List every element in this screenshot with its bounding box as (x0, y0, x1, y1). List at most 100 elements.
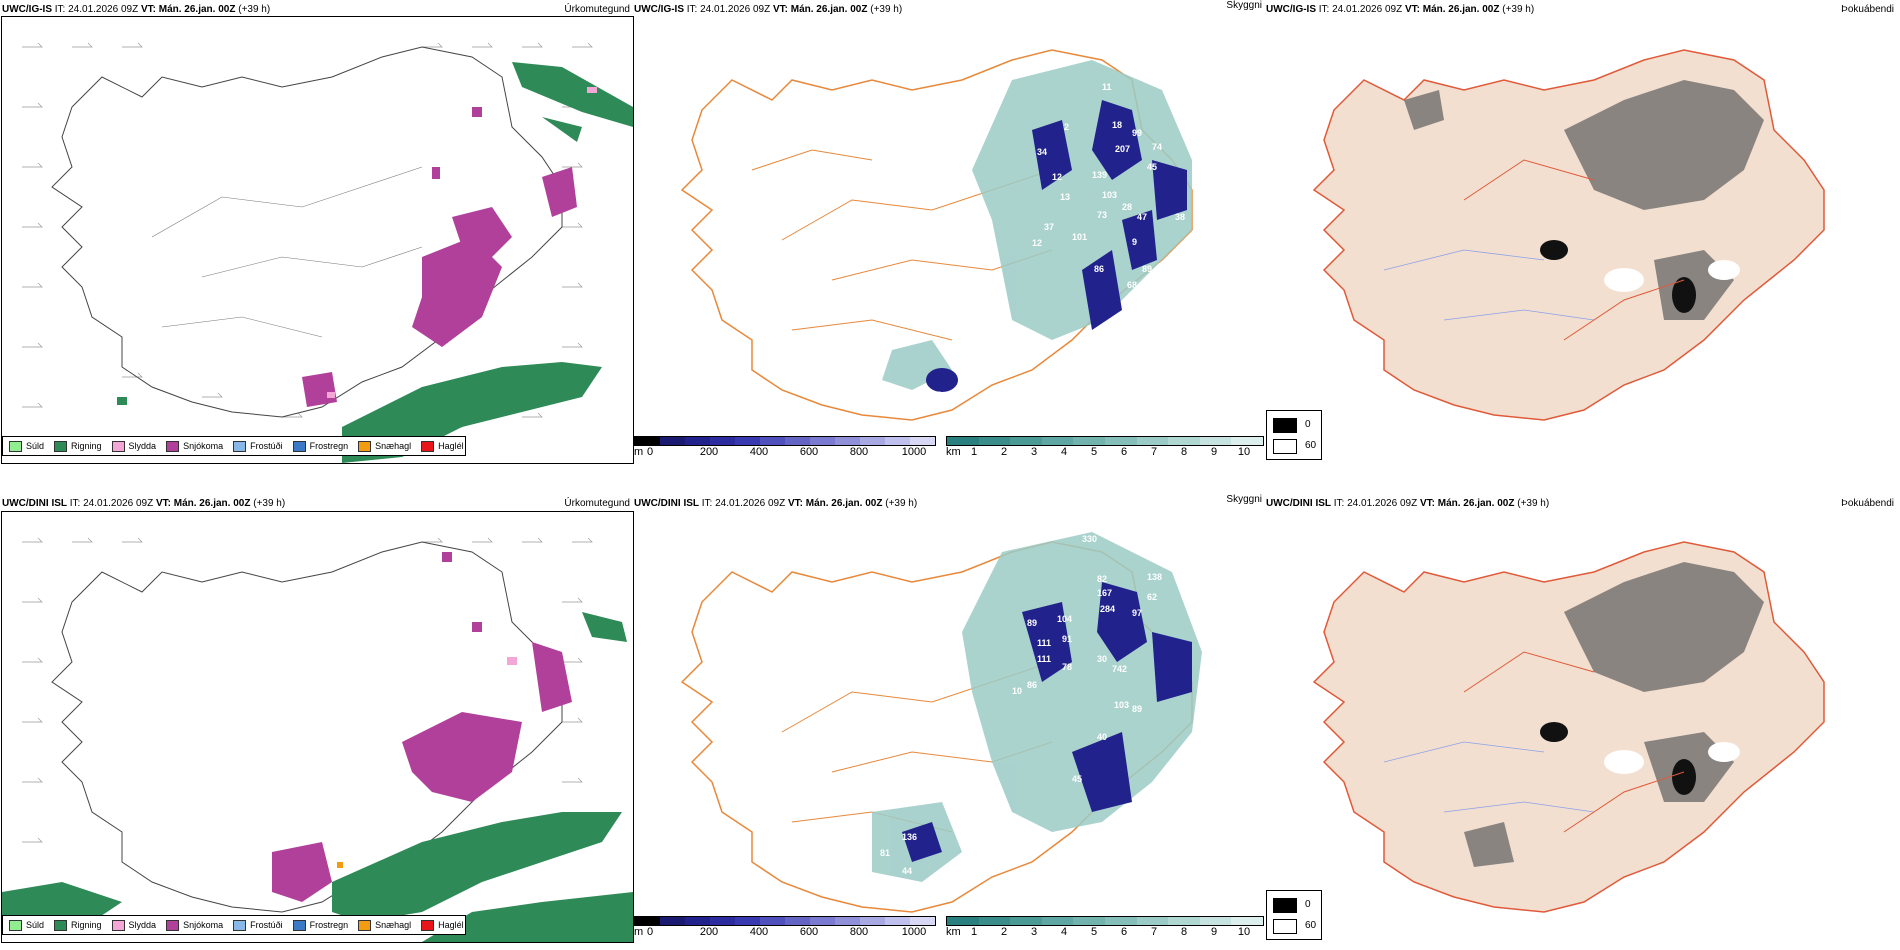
colorbar-segment (784, 917, 810, 925)
colorbar-segment (1136, 437, 1169, 445)
panel-title: Skyggni (1226, 0, 1262, 11)
legend-item-slydda: Slydda (111, 440, 156, 452)
colorbar-m-bottom (634, 916, 936, 926)
colorbar-segment (1199, 917, 1232, 925)
svg-text:13: 13 (1060, 192, 1070, 202)
colorbar-segment (1041, 437, 1074, 445)
panel-title: Þokuábendi (1841, 4, 1894, 15)
colorbar-segment (635, 437, 660, 445)
panel-title: Úrkomutegund (564, 498, 630, 509)
legend-item-frostregn: Frostregn (292, 919, 348, 931)
svg-text:8: 8 (1087, 330, 1092, 340)
legend-item-snaehagl: Snæhagl (358, 440, 411, 452)
legend-item-sud: Súld (9, 919, 44, 931)
legend-swatch (9, 919, 22, 931)
colorbar-segment (884, 437, 910, 445)
colorbar-segment (834, 917, 860, 925)
colorbar-segment (859, 917, 885, 925)
legend-item-frostudi: Frostúði (233, 919, 283, 931)
colorbar-segment (1104, 437, 1137, 445)
svg-text:62: 62 (1147, 592, 1157, 602)
svg-text:10: 10 (1157, 264, 1167, 274)
colorbar-segment (759, 437, 785, 445)
colorbar-unit: m (634, 446, 644, 458)
legend-swatch (1273, 418, 1297, 433)
svg-text:28: 28 (1122, 202, 1132, 212)
colorbar-segment (659, 917, 685, 925)
legend-item-slydda: Slydda (111, 919, 156, 931)
legend-item-sud: Súld (9, 440, 44, 452)
svg-text:103: 103 (1102, 190, 1117, 200)
colorbar-segment (709, 437, 735, 445)
legend-swatch (233, 919, 247, 931)
colorbar-segment (1136, 917, 1169, 925)
svg-text:73: 73 (1097, 210, 1107, 220)
svg-text:44: 44 (902, 866, 912, 876)
iceland-cloud-map: 330 82 138 167 62 284 97 104 91 89 111 1… (680, 532, 1202, 913)
colorbar-segment (834, 437, 860, 445)
svg-text:111: 111 (1037, 638, 1051, 648)
colorbar-unit: km (946, 926, 961, 938)
legend-swatch (111, 919, 125, 931)
svg-text:167: 167 (1097, 588, 1112, 598)
svg-text:742: 742 (1112, 664, 1127, 674)
panel-header: UWC/IG-IS IT: 24.01.2026 09Z VT: Mán. 26… (634, 4, 903, 15)
legend-swatch (233, 440, 247, 452)
svg-text:82: 82 (1097, 574, 1107, 584)
svg-text:34: 34 (1037, 147, 1047, 157)
panel-header: UWC/IG-IS IT: 24.01.2026 09Z VT: Mán. 26… (1266, 4, 1535, 15)
legend-item-haglel: Haglél (421, 919, 464, 931)
colorbar-segment (884, 917, 910, 925)
legend-swatch (421, 919, 435, 931)
colorbar-segment (1168, 437, 1200, 445)
svg-text:136: 136 (902, 832, 917, 842)
svg-text:10: 10 (1012, 686, 1022, 696)
precip-type-panel-top: UWC/IG-IS IT: 24.01.2026 09Z VT: Mán. 26… (0, 0, 640, 470)
svg-text:40: 40 (1097, 732, 1107, 742)
colorbar-segment (784, 437, 810, 445)
svg-text:139: 139 (1092, 170, 1107, 180)
iceland-fog-map (1312, 49, 1825, 421)
colorbar-segment (947, 437, 979, 445)
svg-text:330: 330 (1082, 534, 1097, 544)
svg-text:284: 284 (1100, 604, 1115, 614)
precip-legend: Súld Rigning Slydda Snjókoma Frostúði Fr… (2, 915, 466, 935)
iceland-precip-map (22, 42, 633, 463)
panel-title: Úrkomutegund (564, 4, 630, 15)
svg-text:45: 45 (1147, 162, 1157, 172)
precip-type-panel-bottom: UWC/DINI ISL IT: 24.01.2026 09Z VT: Mán.… (0, 478, 640, 948)
panel-header: UWC/DINI ISL IT: 24.01.2026 09Z VT: Mán.… (1266, 498, 1550, 509)
colorbar-segment (684, 917, 710, 925)
svg-text:78: 78 (1062, 662, 1072, 672)
panel-header: UWC/DINI ISL IT: 24.01.2026 09Z VT: Mán.… (2, 498, 286, 509)
legend-item-frostudi: Frostúði (233, 440, 283, 452)
colorbar-segment (1104, 917, 1137, 925)
svg-text:103: 103 (1114, 700, 1129, 710)
map-frame (1, 16, 634, 464)
svg-text:68: 68 (1127, 280, 1137, 290)
legend-swatch (1273, 439, 1297, 454)
svg-text:207: 207 (1115, 144, 1130, 154)
svg-text:12: 12 (1032, 238, 1042, 248)
fog-legend-bottom: 0 60 (1266, 890, 1322, 940)
legend-swatch (292, 440, 306, 452)
colorbar-unit: km (946, 446, 961, 458)
svg-text:89: 89 (1132, 704, 1142, 714)
legend-item-snaehagl: Snæhagl (358, 919, 411, 931)
svg-text:89: 89 (1142, 264, 1152, 274)
svg-text:97: 97 (1132, 608, 1142, 618)
colorbar-segment (734, 437, 760, 445)
svg-text:99: 99 (1132, 128, 1142, 138)
colorbar-segment (1231, 437, 1263, 445)
colorbar-segment (809, 917, 835, 925)
legend-item-snjokoma: Snjókoma (166, 440, 223, 452)
legend-item-rigning: Rigning (54, 440, 102, 452)
legend-swatch (54, 440, 68, 452)
svg-text:11: 11 (1102, 82, 1112, 92)
svg-text:18: 18 (1112, 120, 1122, 130)
colorbar-segment (734, 917, 760, 925)
legend-swatch (166, 440, 180, 452)
colorbar-segment (709, 917, 735, 925)
colorbar-unit: m (634, 926, 644, 938)
fog-panel-top: UWC/IG-IS IT: 24.01.2026 09Z VT: Mán. 26… (1264, 0, 1900, 470)
